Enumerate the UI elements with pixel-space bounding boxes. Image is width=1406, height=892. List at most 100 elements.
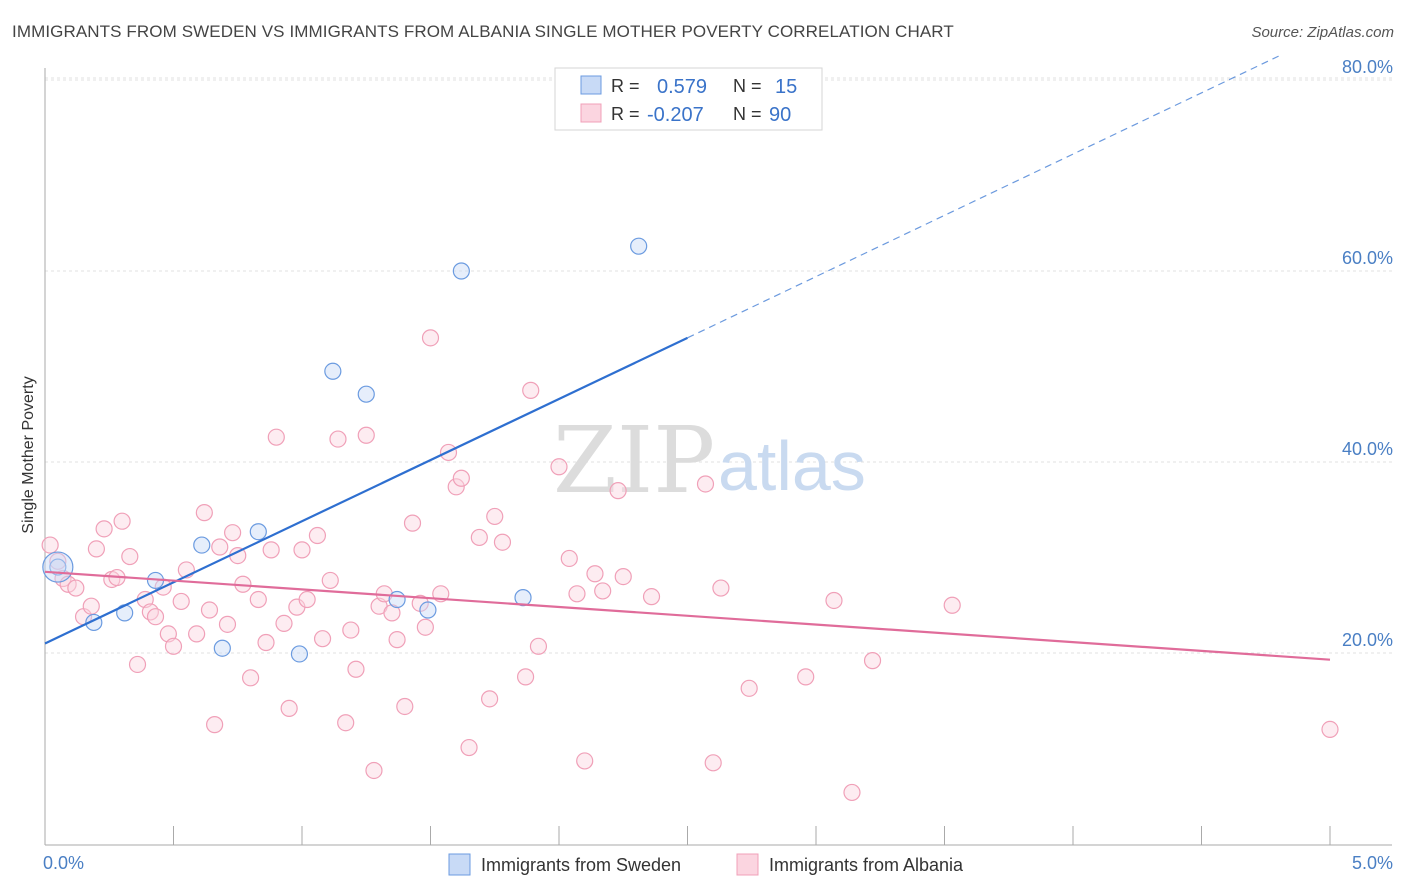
albania-point-89 [1321,720,1339,739]
sweden-point-7 [290,645,309,663]
albania-point-57 [416,618,434,636]
albania-point-24 [200,601,219,619]
x-axis-ticks [173,826,1331,845]
y-axis-label: Single Mother Poverty [20,376,37,533]
albania-point-23 [195,504,213,522]
albania-point-64 [470,528,488,547]
y-tick-label-80: 80.0% [1342,57,1393,77]
albania-point-27 [218,615,237,633]
watermark-atlas: atlas [718,427,866,505]
legend-r-label-albania: R = [611,104,640,124]
albania-point-12 [121,547,139,566]
legend-bottom-label-sweden: Immigrants from Sweden [481,855,681,875]
y-tick-label-20: 20.0% [1342,630,1393,650]
legend-bottom-swatch-sweden [448,853,471,876]
albania-point-54 [396,697,414,716]
albania-point-88 [943,596,961,614]
albania-point-47 [347,660,365,678]
legend-bottom-label-albania: Immigrants from Albania [769,855,964,875]
albania-point-34 [262,541,280,559]
sweden-point-cluster [42,551,74,583]
albania-point-28 [224,524,242,542]
y-axis-tick-labels: 20.0% 40.0% 60.0% 80.0% [1342,57,1393,650]
chart-title: IMMIGRANTS FROM SWEDEN VS IMMIGRANTS FRO… [12,22,954,41]
albania-point-66 [486,507,504,526]
albania-point-75 [586,565,604,583]
series-albania-points [41,329,1339,802]
albania-point-31 [242,669,260,687]
albania-point-13 [128,655,147,674]
albania-point-41 [308,526,327,545]
albania-point-42 [313,630,332,648]
watermark: ZIP atlas [553,407,866,514]
trend-lines [44,55,1331,661]
albania-point-20 [172,592,190,611]
albania-point-70 [529,637,548,655]
albania-point-8 [95,520,113,538]
legend-r-label-sweden: R = [611,76,640,96]
albania-point-73 [568,585,586,603]
albania-point-11 [113,512,131,530]
albania-point-40 [298,590,316,609]
legend-n-label-sweden: N = [733,76,762,96]
legend-bottom-swatch-albania [736,853,759,876]
albania-point-63 [460,738,478,757]
sweden-point-4 [193,536,211,554]
albania-point-36 [275,614,293,632]
legend-n-label-albania: N = [733,104,762,124]
albania-point-1 [49,552,67,570]
albania-point-65 [481,690,499,708]
albania-point-81 [704,754,722,772]
legend-stats: R = 0.579 N = 15 R = -0.207 N = 90 [554,67,823,131]
albania-point-83 [740,679,758,697]
watermark-zip: ZIP [553,407,715,514]
albania-point-69 [522,381,540,399]
x-tick-label-max: 5.0% [1352,853,1393,873]
sweden-point-12 [452,262,470,280]
albania-point-15 [141,603,159,621]
albania-point-25 [206,716,224,734]
albania-point-4 [67,579,85,597]
albania-point-79 [642,588,661,606]
albania-point-58 [421,329,440,347]
sweden-trend-extension [687,55,1279,339]
albania-point-46 [342,621,360,639]
albania-point-33 [257,633,275,652]
legend-swatch-sweden [580,75,602,95]
albania-point-77 [609,482,627,500]
legend-bottom: Immigrants from Sweden Immigrants from A… [448,853,964,876]
legend-n-value-sweden: 15 [775,76,797,98]
sweden-point-10 [388,590,406,609]
albania-point-74 [576,752,594,770]
albania-point-45 [337,714,355,732]
albania-point-32 [249,590,267,609]
legend-swatch-albania [580,103,602,123]
albania-point-39 [293,541,311,559]
albania-point-86 [843,783,861,802]
albania-point-76 [594,582,612,600]
albania-point-85 [825,591,843,610]
albania-point-84 [797,668,815,686]
albania-point-48 [357,426,375,444]
albania-point-67 [493,533,512,551]
x-tick-label-min: 0.0% [43,853,84,873]
y-tick-label-40: 40.0% [1342,439,1393,459]
albania-point-35 [267,428,285,446]
albania-point-87 [863,652,882,670]
albania-point-72 [560,549,578,568]
albania-point-62 [452,469,470,487]
albania-point-61 [447,478,465,496]
albania-point-6 [82,597,100,615]
y-tick-label-60: 60.0% [1342,248,1393,268]
sweden-point-8 [324,362,342,380]
albania-point-26 [211,538,229,556]
gridlines [45,77,1392,654]
axes [44,68,1392,846]
albania-point-37 [280,699,298,717]
legend-r-value-sweden: 0.579 [657,76,707,98]
albania-point-53 [388,631,406,649]
albania-point-19 [164,637,183,655]
albania-point-68 [516,668,535,686]
albania-point-7 [87,540,106,558]
